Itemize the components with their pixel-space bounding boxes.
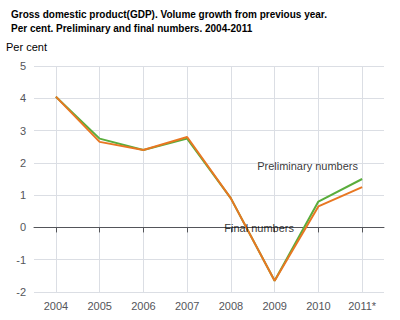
svg-text:5: 5 <box>20 60 26 72</box>
svg-text:-1: -1 <box>16 254 26 266</box>
svg-text:0: 0 <box>20 221 26 233</box>
svg-text:Gross domestic product(GDP). V: Gross domestic product(GDP). Volume grow… <box>11 9 327 20</box>
svg-text:2006: 2006 <box>131 300 155 312</box>
svg-text:Per cent: Per cent <box>6 41 47 53</box>
svg-text:2: 2 <box>20 157 26 169</box>
svg-text:4: 4 <box>20 92 26 104</box>
svg-text:2008: 2008 <box>219 300 243 312</box>
svg-text:2011*: 2011* <box>348 300 377 312</box>
svg-text:2005: 2005 <box>87 300 111 312</box>
svg-text:Per cent. Preliminary and fina: Per cent. Preliminary and final numbers.… <box>11 23 253 34</box>
svg-text:3: 3 <box>20 125 26 137</box>
svg-text:1: 1 <box>20 189 26 201</box>
svg-text:-2: -2 <box>16 286 26 298</box>
svg-text:2010: 2010 <box>306 300 330 312</box>
svg-text:Preliminary numbers: Preliminary numbers <box>257 160 358 172</box>
svg-text:2004: 2004 <box>44 300 68 312</box>
svg-text:2009: 2009 <box>262 300 286 312</box>
svg-text:2007: 2007 <box>175 300 199 312</box>
svg-text:Final numbers: Final numbers <box>224 222 294 234</box>
